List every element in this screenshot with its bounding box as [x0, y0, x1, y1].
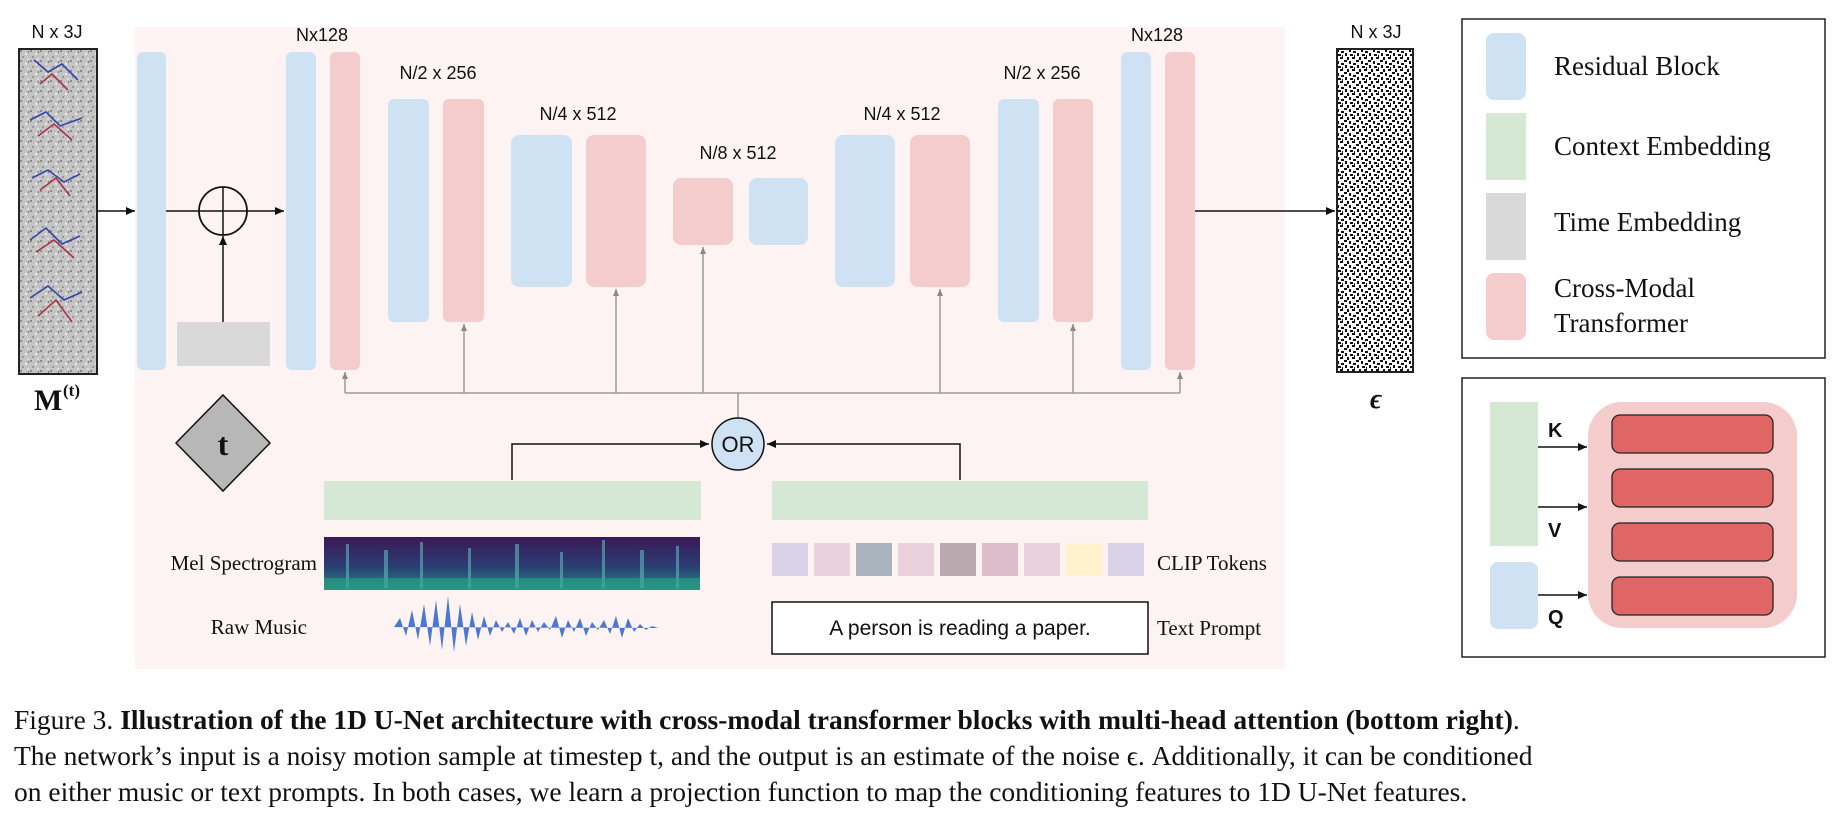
input-symbol: M (t) — [34, 381, 80, 417]
output-symbol: ϵ — [1370, 384, 1383, 415]
residual-block-level3-right — [835, 135, 895, 287]
legend-swatch-residual — [1486, 33, 1526, 100]
legend-label-transformer-line1: Cross-Modal — [1554, 273, 1695, 303]
transformer-block-level2-left — [443, 99, 484, 322]
attention-layer-4 — [1611, 576, 1774, 616]
dim-level2-right: N/2 x 256 — [1003, 63, 1080, 83]
transformer-block-level2-right — [1053, 99, 1093, 322]
text-prompt-box: A person is reading a paper. — [771, 601, 1149, 655]
legend-swatch-transformer — [1486, 273, 1526, 340]
residual-block-level1-right — [1121, 52, 1151, 370]
time-embedding-block — [177, 322, 270, 366]
time-node: t — [174, 393, 272, 493]
figure-caption: Figure 3. Illustration of the 1D U-Net a… — [14, 702, 1826, 810]
sum-node — [198, 186, 248, 236]
unet-architecture-figure: N x 3J M (t) t Nx128 N/2 x 256 N/ — [18, 18, 1826, 669]
legend-label-transformer-line2: Transformer — [1554, 308, 1688, 338]
residual-block-level3-left — [511, 135, 572, 287]
arrow-music-to-or — [511, 440, 709, 480]
clip-token — [898, 543, 934, 576]
attention-context-embedding — [1490, 402, 1538, 546]
legend-label-residual: Residual Block — [1554, 51, 1720, 81]
transformer-block-level3-left — [586, 135, 646, 287]
caption-prefix: Figure 3. — [14, 704, 114, 735]
dim-level1-right: Nx128 — [1131, 25, 1183, 45]
legend-label-time: Time Embedding — [1554, 207, 1741, 237]
transformer-block-level3-right — [910, 135, 970, 287]
clip-token — [1108, 543, 1144, 576]
clip-token — [772, 543, 808, 576]
residual-block-level2-right — [998, 99, 1039, 322]
residual-block-level1-left — [286, 52, 316, 370]
caption-line-3: on either music or text prompts. In both… — [14, 776, 1468, 807]
residual-block-bottleneck — [749, 178, 808, 245]
svg-text:OR: OR — [722, 432, 755, 457]
dim-level1-left: Nx128 — [296, 25, 348, 45]
clip-token — [814, 543, 850, 576]
residual-block-level2-left — [388, 99, 429, 322]
clip-token — [1024, 543, 1060, 576]
svg-text:M: M — [34, 384, 62, 417]
dim-bottleneck: N/8 x 512 — [699, 143, 776, 163]
legend-swatch-time — [1486, 193, 1526, 260]
clip-token — [982, 543, 1018, 576]
raw-music-label: Raw Music — [211, 615, 307, 639]
transformer-block-level1-right — [1165, 52, 1195, 370]
attention-layer-1 — [1611, 414, 1774, 454]
caption-line1-tail: . — [1512, 704, 1520, 735]
svg-text:t: t — [218, 426, 229, 462]
input-skeleton-poses — [29, 59, 83, 323]
dim-level3-right: N/4 x 512 — [863, 104, 940, 124]
attention-layer-3 — [1611, 522, 1774, 562]
svg-text:(t): (t) — [63, 381, 80, 400]
attention-query-block — [1490, 562, 1538, 629]
output-noise-estimate — [1336, 48, 1414, 373]
raw-music-waveform — [394, 596, 658, 652]
clip-token — [856, 543, 892, 576]
attention-layer-2 — [1611, 468, 1774, 508]
caption-line-1: Figure 3. Illustration of the 1D U-Net a… — [14, 702, 1826, 738]
music-context-embedding — [324, 481, 701, 520]
or-node: OR — [711, 417, 765, 471]
clip-token — [1066, 543, 1102, 576]
text-prompt-label: Text Prompt — [1157, 616, 1261, 640]
caption-bold-text: Illustration of the 1D U-Net architectur… — [120, 704, 1513, 735]
attention-transformer-container — [1588, 402, 1797, 628]
dim-level3-left: N/4 x 512 — [539, 104, 616, 124]
legend-swatch-context — [1486, 113, 1526, 180]
input-dim-label: N x 3J — [31, 22, 82, 42]
mel-spectrogram-label: Mel Spectrogram — [171, 551, 317, 575]
arrow-text-to-or — [767, 440, 961, 480]
legend-label-context: Context Embedding — [1554, 131, 1771, 161]
svg-text:A person is reading a paper.: A person is reading a paper. — [829, 617, 1091, 640]
clip-token — [940, 543, 976, 576]
attention-v-label: V — [1548, 520, 1562, 542]
transformer-block-level1-left — [330, 52, 360, 370]
mel-spectrogram-image — [324, 537, 700, 590]
caption-line-2: The network’s input is a noisy motion sa… — [14, 740, 1533, 771]
clip-tokens-label: CLIP Tokens — [1157, 551, 1267, 575]
input-motion-sample — [18, 48, 98, 375]
transformer-block-bottleneck — [673, 178, 733, 245]
attention-k-label: K — [1548, 420, 1563, 442]
clip-tokens — [772, 543, 1144, 576]
text-context-embedding — [772, 481, 1148, 520]
attention-q-label: Q — [1548, 607, 1564, 629]
input-residual-block — [137, 52, 166, 370]
dim-level2-left: N/2 x 256 — [399, 63, 476, 83]
output-dim-label: N x 3J — [1350, 22, 1401, 42]
conditioning-bus — [342, 247, 1183, 420]
